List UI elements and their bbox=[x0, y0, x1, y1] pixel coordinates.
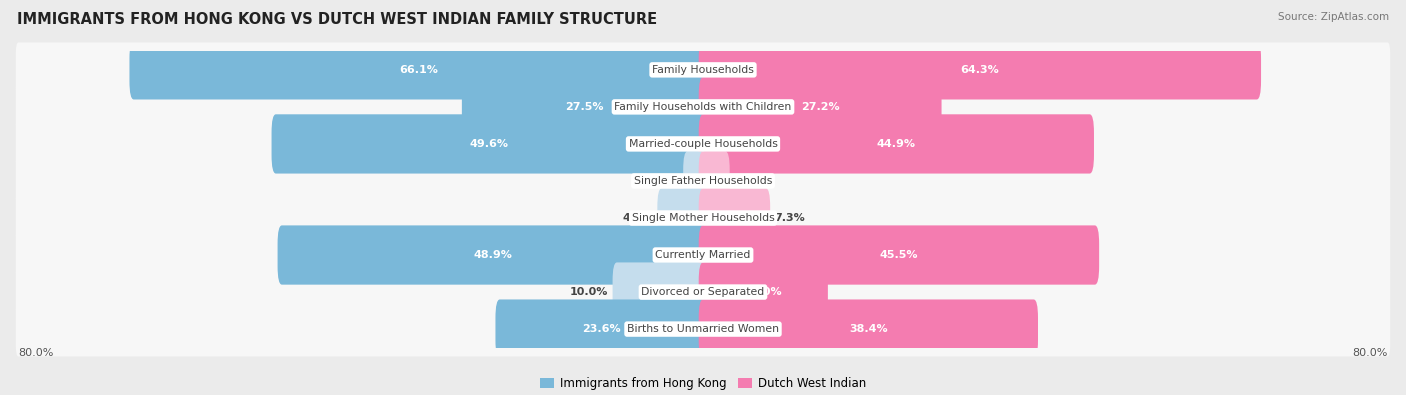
FancyBboxPatch shape bbox=[15, 265, 1391, 320]
FancyBboxPatch shape bbox=[658, 188, 707, 248]
FancyBboxPatch shape bbox=[699, 114, 1094, 173]
Text: 44.9%: 44.9% bbox=[877, 139, 915, 149]
FancyBboxPatch shape bbox=[495, 299, 707, 359]
Text: 7.3%: 7.3% bbox=[775, 213, 806, 223]
FancyBboxPatch shape bbox=[15, 154, 1391, 209]
Text: Single Mother Households: Single Mother Households bbox=[631, 213, 775, 223]
Text: 2.6%: 2.6% bbox=[734, 176, 765, 186]
FancyBboxPatch shape bbox=[15, 42, 1391, 97]
FancyBboxPatch shape bbox=[15, 190, 1391, 245]
FancyBboxPatch shape bbox=[15, 117, 1391, 171]
FancyBboxPatch shape bbox=[699, 188, 770, 248]
Text: 14.0%: 14.0% bbox=[744, 287, 783, 297]
FancyBboxPatch shape bbox=[15, 79, 1391, 134]
FancyBboxPatch shape bbox=[699, 151, 730, 211]
FancyBboxPatch shape bbox=[129, 40, 707, 100]
Text: Family Households: Family Households bbox=[652, 65, 754, 75]
Text: Family Households with Children: Family Households with Children bbox=[614, 102, 792, 112]
Text: 80.0%: 80.0% bbox=[18, 348, 53, 358]
FancyBboxPatch shape bbox=[271, 114, 707, 173]
Text: Currently Married: Currently Married bbox=[655, 250, 751, 260]
FancyBboxPatch shape bbox=[613, 262, 707, 322]
Text: 80.0%: 80.0% bbox=[1353, 348, 1388, 358]
FancyBboxPatch shape bbox=[683, 151, 707, 211]
Text: 66.1%: 66.1% bbox=[399, 65, 437, 75]
Legend: Immigrants from Hong Kong, Dutch West Indian: Immigrants from Hong Kong, Dutch West In… bbox=[534, 372, 872, 395]
FancyBboxPatch shape bbox=[15, 228, 1391, 282]
Text: 27.2%: 27.2% bbox=[801, 102, 839, 112]
Text: Source: ZipAtlas.com: Source: ZipAtlas.com bbox=[1278, 12, 1389, 22]
FancyBboxPatch shape bbox=[15, 302, 1391, 356]
FancyBboxPatch shape bbox=[699, 40, 1261, 100]
Text: Divorced or Separated: Divorced or Separated bbox=[641, 287, 765, 297]
Text: Married-couple Households: Married-couple Households bbox=[628, 139, 778, 149]
Text: 23.6%: 23.6% bbox=[582, 324, 620, 334]
FancyBboxPatch shape bbox=[699, 299, 1038, 359]
FancyBboxPatch shape bbox=[699, 262, 828, 322]
FancyBboxPatch shape bbox=[277, 226, 707, 285]
Text: 38.4%: 38.4% bbox=[849, 324, 887, 334]
FancyBboxPatch shape bbox=[699, 77, 942, 137]
Text: Births to Unmarried Women: Births to Unmarried Women bbox=[627, 324, 779, 334]
Text: Single Father Households: Single Father Households bbox=[634, 176, 772, 186]
Text: 64.3%: 64.3% bbox=[960, 65, 1000, 75]
Text: IMMIGRANTS FROM HONG KONG VS DUTCH WEST INDIAN FAMILY STRUCTURE: IMMIGRANTS FROM HONG KONG VS DUTCH WEST … bbox=[17, 12, 657, 27]
Text: 10.0%: 10.0% bbox=[569, 287, 609, 297]
Text: 49.6%: 49.6% bbox=[470, 139, 509, 149]
FancyBboxPatch shape bbox=[699, 226, 1099, 285]
Text: 27.5%: 27.5% bbox=[565, 102, 603, 112]
Text: 45.5%: 45.5% bbox=[880, 250, 918, 260]
Text: 48.9%: 48.9% bbox=[472, 250, 512, 260]
Text: 1.8%: 1.8% bbox=[648, 176, 679, 186]
FancyBboxPatch shape bbox=[461, 77, 707, 137]
Text: 4.8%: 4.8% bbox=[621, 213, 652, 223]
